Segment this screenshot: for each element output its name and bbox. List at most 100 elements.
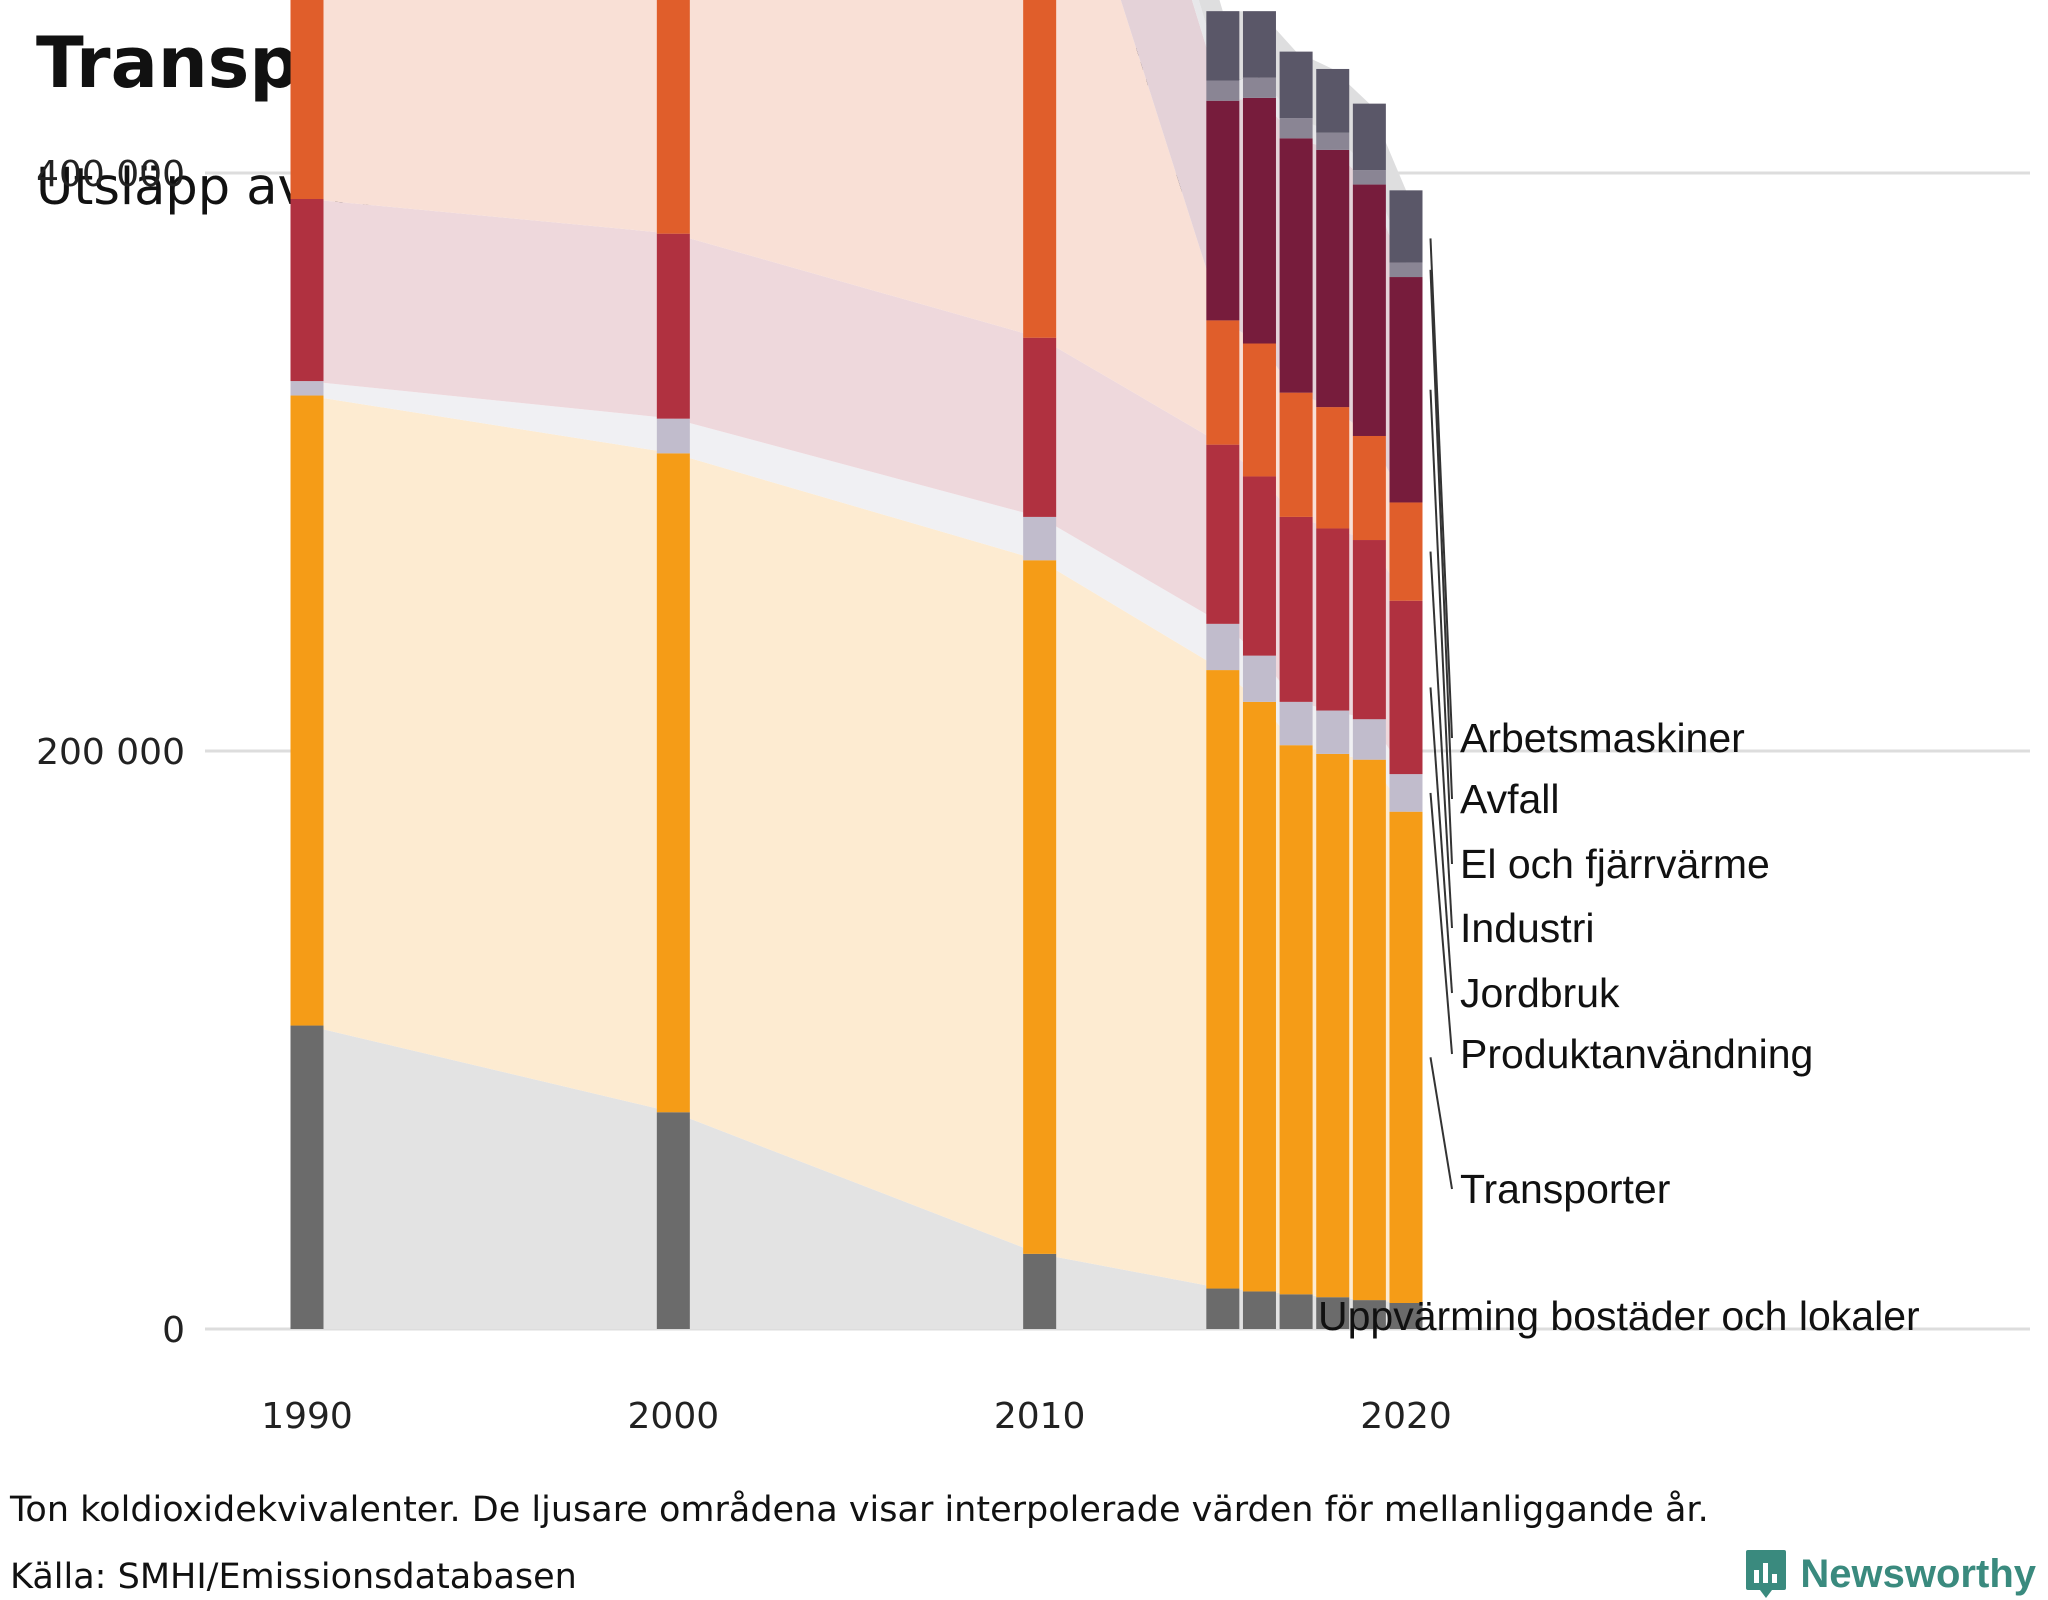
bar-segment-2019-4 [1352, 435, 1386, 541]
brand-name: Newsworthy [1800, 1551, 2036, 1596]
bar-segment-2016-5 [1242, 97, 1276, 344]
bar-segment-1990-1 [290, 395, 324, 1026]
series-label: Uppvärming bostäder och lokaler [1318, 1293, 1920, 1339]
bar-segment-2010-0 [1023, 1253, 1057, 1329]
bars [290, 0, 1423, 1329]
bar-segment-2016-6 [1242, 77, 1276, 98]
bar-segment-2017-3 [1279, 516, 1313, 702]
bar-segment-2016-1 [1242, 701, 1276, 1292]
bar-segment-2015-0 [1206, 1288, 1240, 1329]
bar-segment-2020-5 [1389, 277, 1423, 503]
bar-segment-2020-1 [1389, 811, 1423, 1303]
bar-segment-2016-4 [1242, 343, 1276, 477]
x-tick-label: 2000 [628, 1396, 720, 1437]
leader-line [1429, 389, 1453, 865]
bar-segment-2018-4 [1316, 407, 1350, 529]
y-tick-label: 0 [162, 1310, 185, 1351]
interpolation-bands [307, 0, 1406, 1329]
bar-segment-2010-3 [1023, 337, 1057, 517]
bar-segment-2018-6 [1316, 132, 1350, 150]
bar-segment-2017-0 [1279, 1294, 1313, 1329]
bar-segment-2019-0 [1352, 1300, 1386, 1329]
bar-segment-2000-4 [656, 0, 690, 234]
bar-segment-2015-6 [1206, 80, 1240, 101]
series-label: El och fjärrvärme [1460, 841, 1770, 887]
x-tick-label: 2010 [994, 1396, 1086, 1437]
bar-segment-2019-1 [1352, 759, 1386, 1301]
band-3 [307, 199, 1406, 775]
series-label: Jordbruk [1460, 970, 1620, 1016]
leader-line [1429, 1057, 1453, 1190]
bar-segment-2000-3 [656, 233, 690, 419]
bar-segment-1990-4 [290, 0, 324, 200]
bar-segment-2010-2 [1023, 516, 1057, 561]
series-labels: Uppvärming bostäder och lokaler Transport… [1318, 238, 1920, 1339]
bar-segment-2015-4 [1206, 320, 1240, 445]
bar-segment-2018-0 [1316, 1297, 1350, 1329]
leader-line [1429, 269, 1453, 800]
series-label: Avfall [1460, 776, 1560, 822]
series-label: Industri [1460, 905, 1594, 951]
bar-segment-2017-2 [1279, 701, 1313, 746]
bar-segment-2016-3 [1242, 476, 1276, 656]
bar-segment-2017-6 [1279, 118, 1313, 139]
bar-segment-2018-5 [1316, 149, 1350, 408]
band-4 [307, 0, 1406, 601]
bar-segment-2016-7 [1242, 11, 1276, 78]
leader-line [1429, 792, 1453, 1055]
series-label: Produktanvändning [1460, 1031, 1813, 1077]
bar-segment-2017-1 [1279, 745, 1313, 1295]
series-label: Arbetsmaskiner [1460, 715, 1745, 761]
y-tick-label: 200 000 [36, 732, 185, 773]
series-label: Transporter [1460, 1166, 1670, 1212]
bar-segment-2020-4 [1389, 502, 1423, 601]
leader-line [1429, 551, 1453, 929]
leader-line [1429, 687, 1453, 994]
bar-segment-2020-3 [1389, 600, 1423, 775]
bar-segment-2000-1 [656, 453, 690, 1113]
bar-segment-2018-7 [1316, 68, 1350, 133]
bar-segment-2016-0 [1242, 1291, 1276, 1329]
band-0 [307, 1025, 1406, 1329]
bar-segment-1990-3 [290, 199, 324, 382]
bar-segment-2000-0 [656, 1112, 690, 1329]
bar-segment-2010-4 [1023, 0, 1057, 338]
leader-line [1429, 238, 1453, 739]
bar-segment-2015-2 [1206, 623, 1240, 671]
bar-segment-2020-0 [1389, 1302, 1423, 1329]
y-tick-label: 400 000 [36, 154, 185, 195]
x-tick-label: 2020 [1360, 1396, 1452, 1437]
bar-segment-2019-6 [1352, 170, 1386, 185]
bar-segment-2020-6 [1389, 262, 1423, 278]
bar-segment-2019-2 [1352, 719, 1386, 760]
x-axis: 1990 2000 2010 2020 [261, 1396, 1452, 1437]
bar-segment-2020-2 [1389, 774, 1423, 812]
bar-segment-2010-1 [1023, 560, 1057, 1254]
bar-segment-2018-3 [1316, 528, 1350, 711]
bar-segment-2018-1 [1316, 753, 1350, 1298]
bar-segment-2019-5 [1352, 184, 1386, 436]
bar-segment-1990-0 [290, 1025, 324, 1329]
bar-segment-2015-5 [1206, 100, 1240, 321]
newsworthy-logo: Newsworthy [1744, 1548, 2036, 1600]
bar-segment-2000-2 [656, 418, 690, 454]
chart-note: Ton koldioxidekvivalenter. De ljusare om… [10, 1490, 1709, 1530]
newsworthy-icon [1746, 1550, 1787, 1598]
bar-segment-2015-3 [1206, 444, 1240, 624]
bar-segment-2016-2 [1242, 655, 1276, 702]
bar-segment-2017-4 [1279, 392, 1313, 517]
bar-segment-2015-1 [1206, 670, 1240, 1289]
chart-source: Källa: SMHI/Emissionsdatabasen [10, 1557, 577, 1597]
bar-segment-2020-7 [1389, 190, 1423, 263]
bar-segment-1990-2 [290, 381, 324, 396]
x-tick-label: 1990 [261, 1396, 353, 1437]
bar-segment-2017-7 [1279, 51, 1313, 119]
bar-segment-2017-5 [1279, 138, 1313, 393]
band-1 [307, 395, 1406, 1303]
bar-segment-2019-7 [1352, 103, 1386, 171]
bar-segment-2019-3 [1352, 540, 1386, 720]
bar-segment-2015-7 [1206, 11, 1240, 81]
bar-segment-2018-2 [1316, 710, 1350, 754]
